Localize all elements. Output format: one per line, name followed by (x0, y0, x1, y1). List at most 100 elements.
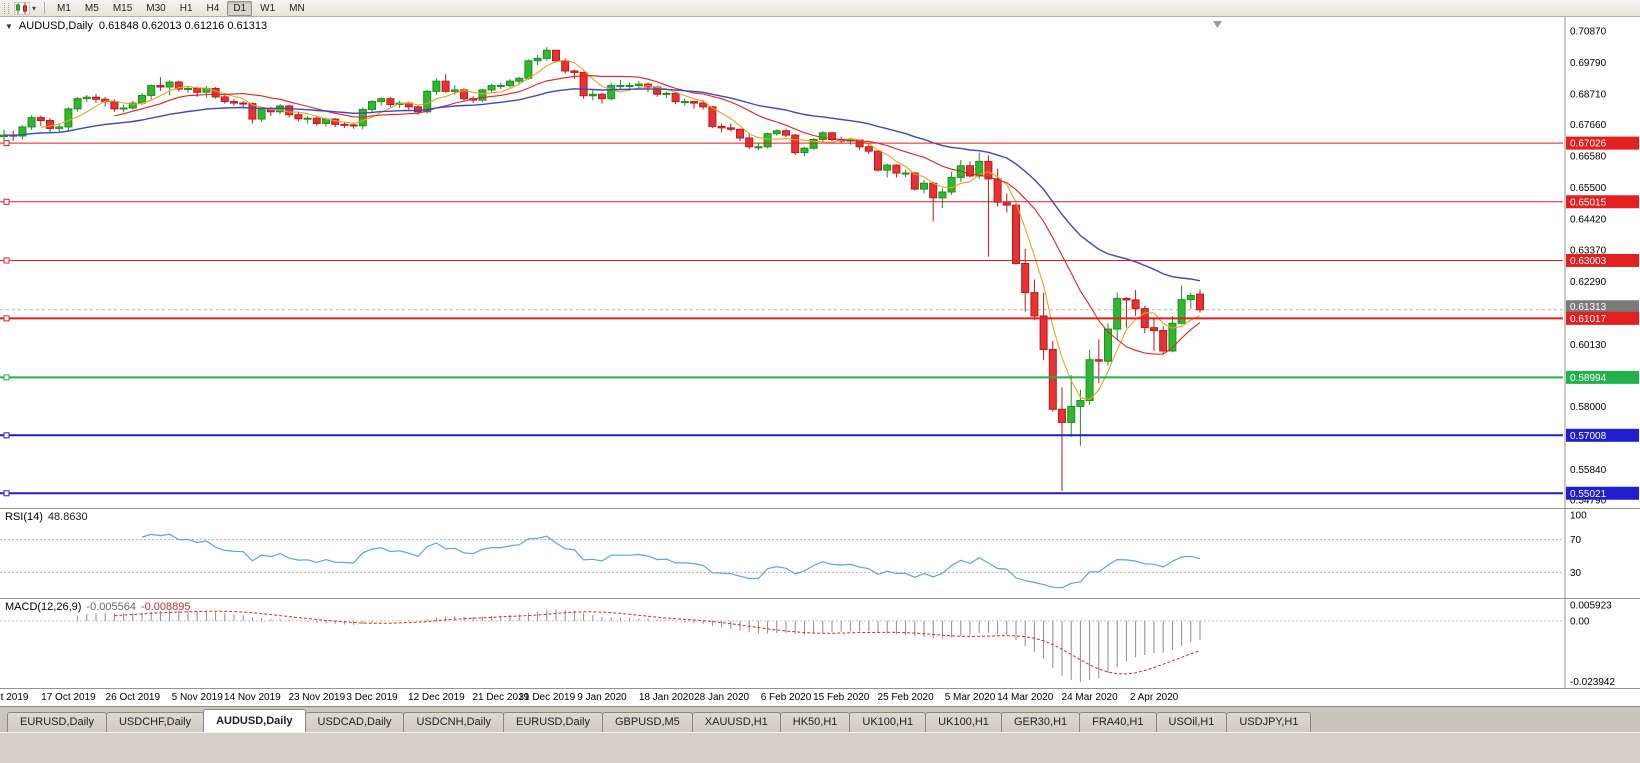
timeframe-button-h4[interactable]: H4 (206, 2, 220, 14)
svg-text:-0.023942: -0.023942 (1570, 677, 1615, 688)
timeframe-button-m5[interactable]: M5 (84, 2, 99, 14)
rsi-line (141, 533, 1201, 589)
date-label: 9 Jan 2020 (577, 692, 627, 703)
line-handle (3, 315, 10, 322)
macd-signal-value: -0.008895 (140, 601, 191, 613)
macd-histogram (77, 609, 1201, 683)
line-handle (3, 374, 10, 381)
chart-tab-eurusd-daily[interactable]: EURUSD,Daily (503, 712, 603, 732)
date-label: 3 Dec 2019 (346, 692, 398, 703)
svg-text:0.55840: 0.55840 (1570, 465, 1607, 476)
macd-main-value: -0.005564 (86, 601, 136, 613)
ma-line-34 (3, 88, 1201, 282)
svg-text:0.66580: 0.66580 (1570, 152, 1607, 163)
macd-label: MACD(12,26,9) -0.005564 -0.008895 (5, 601, 191, 613)
date-label: 5 Nov 2019 (171, 692, 223, 703)
line-handle (3, 257, 10, 264)
timeframe-button-m1[interactable]: M1 (57, 2, 71, 14)
chart-shift-icon (1213, 21, 1222, 28)
rsi-canvas[interactable]: 100 70 30 (0, 509, 1640, 598)
macd-panel[interactable]: MACD(12,26,9) -0.005564 -0.008895 0.005923… (0, 598, 1640, 688)
chart-tab-ger30-h1[interactable]: GER30,H1 (1000, 712, 1081, 732)
date-label: 31 Dec 2019 (518, 692, 576, 703)
rsi-label: RSI(14) 48.8630 (5, 511, 88, 523)
line-handle (3, 140, 10, 147)
svg-text:100: 100 (1570, 511, 1587, 522)
svg-text:0.58000: 0.58000 (1570, 402, 1607, 413)
chart-tabs: EURUSD,Daily USDCHF,Daily AUDUSD,Daily USDC… (0, 706, 1640, 732)
timeframe-button-m30[interactable]: M30 (146, 2, 166, 14)
toolbar-separator (44, 2, 46, 14)
timeframe-button-m15[interactable]: M15 (112, 2, 133, 14)
timeframe-button-mn[interactable]: MN (289, 2, 305, 14)
date-label: 6 Feb 2020 (760, 692, 812, 703)
line-handle (3, 432, 10, 439)
chart-tab-xauusd-h1[interactable]: XAUUSD,H1 (691, 712, 781, 732)
svg-text:0.55021: 0.55021 (1570, 489, 1607, 500)
date-label: 18 Jan 2020 (638, 692, 694, 703)
date-label: 26 Oct 2019 (105, 692, 161, 703)
svg-text:0.62290: 0.62290 (1570, 277, 1607, 288)
svg-text:0.69790: 0.69790 (1570, 58, 1607, 69)
date-label: 17 Oct 2019 (41, 692, 96, 703)
svg-text:0.005923: 0.005923 (1570, 601, 1612, 612)
macd-signal-line (114, 610, 1201, 675)
bottom-filler (0, 732, 1640, 763)
toolbar-grip[interactable] (4, 2, 9, 14)
chart-tab-usdjpy-h1[interactable]: USDJPY,H1 (1226, 712, 1312, 732)
svg-text:0.65015: 0.65015 (1570, 197, 1607, 208)
chart-tab-uk100-h1[interactable]: UK100,H1 (849, 712, 927, 732)
candlestick-chart-icon[interactable] (14, 1, 30, 15)
chart-tab-uk100-h1[interactable]: UK100,H1 (925, 712, 1002, 732)
chart-tab-gbpusd-m5[interactable]: GBPUSD,M5 (602, 712, 693, 732)
ohlc-values: 0.61848 0.62013 0.61216 0.61313 (98, 20, 268, 32)
ma-line-5 (40, 59, 1201, 401)
date-label: 23 Nov 2019 (288, 692, 346, 703)
svg-text:0.70870: 0.70870 (1570, 27, 1607, 38)
chart-tab-usdcnh-daily[interactable]: USDCNH,Daily (403, 712, 505, 732)
date-label: 21 Dec 2019 (472, 692, 530, 703)
chart-tab-hk50-h1[interactable]: HK50,H1 (779, 712, 851, 732)
price-chart-canvas[interactable]: 0.70870 0.69790 0.68710 0.67660 0.66580 0.655… (0, 17, 1640, 508)
symbol-period-label: AUDUSD,Daily (18, 20, 93, 32)
svg-text:0.00: 0.00 (1570, 616, 1590, 627)
date-label: 8 Oct 2019 (0, 692, 29, 703)
date-label: 15 Feb 2020 (813, 692, 870, 703)
svg-text:0.68710: 0.68710 (1570, 90, 1607, 101)
timeframe-buttons: M1 M5 M15 M30 H1 H4 D1 W1 MN (51, 0, 311, 16)
timeframe-button-w1[interactable]: W1 (260, 2, 276, 14)
date-axis: 8 Oct 2019 17 Oct 2019 26 Oct 2019 5 Nov 20… (0, 688, 1640, 706)
svg-text:0.54790: 0.54790 (1570, 496, 1607, 507)
date-label: 24 Mar 2020 (1061, 692, 1118, 703)
rsi-panel[interactable]: RSI(14) 48.8630 100 70 30 (0, 508, 1640, 598)
timeframe-button-d1[interactable]: D1 (227, 0, 253, 16)
chevron-down-icon[interactable]: ▾ (32, 3, 37, 13)
line-handle (3, 490, 10, 497)
chart-tab-usdcad-daily[interactable]: USDCAD,Daily (304, 712, 405, 732)
chart-tab-usoil-h1[interactable]: USOil,H1 (1155, 712, 1228, 732)
timeframe-button-h1[interactable]: H1 (179, 2, 193, 14)
svg-text:70: 70 (1570, 535, 1582, 546)
chart-area[interactable]: ▼ AUDUSD,Daily 0.61848 0.62013 0.61216 0… (0, 17, 1640, 508)
svg-text:0.67660: 0.67660 (1570, 120, 1607, 131)
date-label: 2 Apr 2020 (1129, 692, 1179, 703)
ma-line-13 (114, 75, 1201, 355)
chart-tab-eurusd-daily[interactable]: EURUSD,Daily (7, 712, 107, 732)
date-label: 12 Dec 2019 (408, 692, 465, 703)
date-label: 28 Jan 2020 (694, 692, 750, 703)
date-label: 25 Feb 2020 (877, 692, 934, 703)
chart-tab-usdchf-daily[interactable]: USDCHF,Daily (105, 712, 205, 732)
svg-text:0.63003: 0.63003 (1570, 256, 1607, 267)
line-handle (3, 198, 10, 205)
rsi-value: 48.8630 (47, 511, 88, 523)
date-label: 14 Nov 2019 (224, 692, 281, 703)
date-label: 14 Mar 2020 (997, 692, 1054, 703)
svg-text:0.67026: 0.67026 (1570, 139, 1607, 150)
macd-canvas[interactable]: 0.005923 0.00 -0.023942 (0, 599, 1640, 688)
svg-text:0.61017: 0.61017 (1570, 314, 1607, 325)
chart-tab-fra40-h1[interactable]: FRA40,H1 (1079, 712, 1157, 732)
chart-tab-audusd-daily[interactable]: AUDUSD,Daily (203, 709, 306, 732)
collapse-icon[interactable]: ▼ (5, 21, 13, 31)
svg-text:30: 30 (1570, 568, 1582, 579)
